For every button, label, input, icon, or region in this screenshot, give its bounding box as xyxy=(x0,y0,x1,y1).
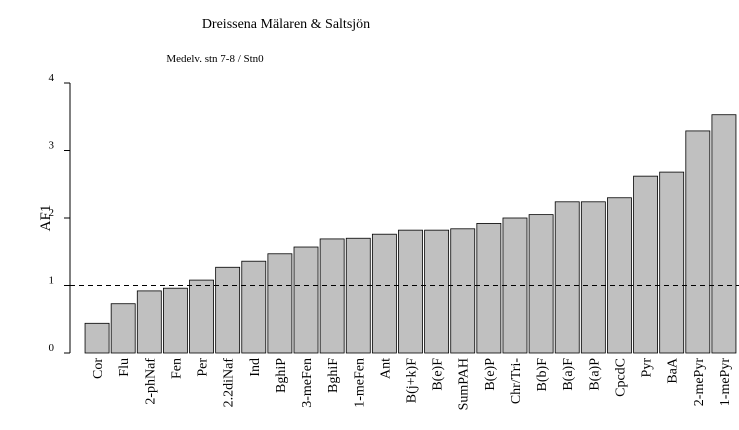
y-tick-label: 3 xyxy=(49,140,55,152)
chart-subtitle: Medelv. stn 7-8 / Stn0 xyxy=(166,53,264,65)
bar xyxy=(528,214,554,354)
bar xyxy=(215,266,241,354)
x-tick-label: Ant xyxy=(378,358,393,379)
x-tick-label: B(e)F xyxy=(431,358,446,391)
bar xyxy=(476,222,502,354)
bar xyxy=(398,229,423,354)
x-tick-label: Pyr xyxy=(640,358,655,378)
chart-title: Dreissena Mälaren & Saltsjön xyxy=(202,17,370,32)
bar xyxy=(110,303,136,354)
bar xyxy=(424,229,450,354)
x-tick-label: B(j+k)F xyxy=(405,358,420,403)
bar xyxy=(711,114,737,354)
y-tick-label: 0 xyxy=(49,342,55,354)
x-tick-label: BghiP xyxy=(274,358,289,393)
bar xyxy=(136,290,162,354)
x-tick-label: Ind xyxy=(248,358,263,377)
x-tick-label: SumPAH xyxy=(457,358,472,410)
x-tick-label: 2-phNaf xyxy=(143,358,158,405)
x-tick-label: BghiF xyxy=(326,358,341,393)
x-tick-label: 1-mePyr xyxy=(718,358,733,407)
bar xyxy=(580,201,606,354)
bar xyxy=(345,237,371,354)
x-tick-label: CpcdC xyxy=(613,358,628,397)
bar xyxy=(554,201,580,354)
bar xyxy=(189,279,214,354)
bar xyxy=(293,246,319,354)
x-tick-label: Flu xyxy=(117,358,132,377)
bar xyxy=(84,322,110,354)
bar xyxy=(319,238,345,354)
bar xyxy=(241,260,267,354)
x-tick-label: 3-meFen xyxy=(300,358,315,408)
x-tick-label: 1-meFen xyxy=(352,358,367,408)
x-tick-label: Cor xyxy=(91,358,106,379)
x-tick-label: BaA xyxy=(666,357,681,384)
x-tick-label: B(e)P xyxy=(483,358,498,391)
y-tick-label: 4 xyxy=(49,72,55,84)
bar xyxy=(371,233,397,354)
bar xyxy=(267,253,293,354)
bar xyxy=(163,287,188,354)
x-tick-label: Per xyxy=(196,358,211,377)
bar xyxy=(685,130,711,354)
bar xyxy=(607,197,632,354)
y-tick-label: 2 xyxy=(49,207,55,219)
x-tick-label: 2.2diNaf xyxy=(222,358,237,408)
bar xyxy=(450,228,476,354)
y-tick-label: 1 xyxy=(49,275,55,287)
x-tick-label: B(a)P xyxy=(587,358,602,391)
bar xyxy=(633,175,658,354)
y-axis-label: AF1 xyxy=(38,205,54,232)
x-tick-label: Fen xyxy=(169,358,184,379)
x-tick-label: B(b)F xyxy=(535,358,550,392)
bar xyxy=(659,171,685,354)
x-tick-label: B(a)F xyxy=(561,358,576,391)
x-tick-label: Chr/Tri- xyxy=(509,358,524,405)
x-tick-label: 2-mePyr xyxy=(692,358,707,407)
